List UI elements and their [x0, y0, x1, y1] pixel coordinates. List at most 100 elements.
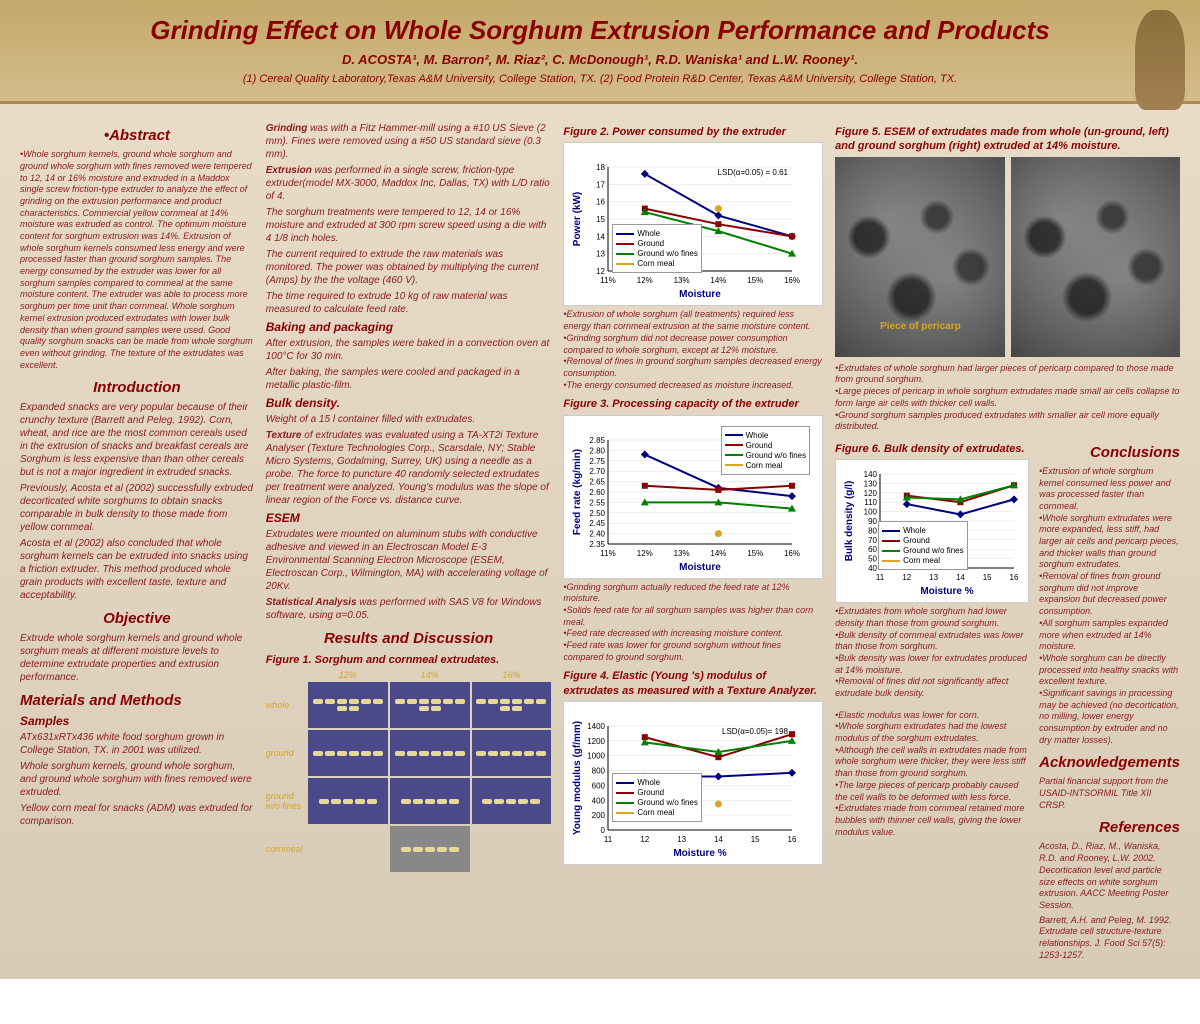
- esem-heading: ESEM: [266, 511, 552, 525]
- svg-text:11%: 11%: [601, 276, 616, 285]
- svg-text:Power (kW): Power (kW): [572, 192, 583, 246]
- svg-text:2.35: 2.35: [590, 540, 606, 549]
- svg-text:16: 16: [597, 198, 606, 207]
- abstract-text: •Whole sorghum kernels, ground whole sor…: [20, 149, 254, 371]
- methods-heading: Materials and Methods: [20, 692, 254, 709]
- fig4-chart: 0200400600800100012001400111213141516Moi…: [563, 701, 823, 865]
- fig3-notes: •Grinding sorghum actually reduced the f…: [563, 582, 823, 664]
- svg-text:140: 140: [864, 470, 878, 479]
- fig2-chart: 1213141516171811%12%13%14%15%16%Moisture…: [563, 142, 823, 306]
- column-4: Figure 5. ESEM of extrudates made from w…: [835, 119, 1180, 964]
- ext-p4: The time required to extrude 10 kg of ra…: [266, 290, 552, 316]
- fig6-title: Figure 6. Bulk density of extrudates.: [835, 442, 1029, 456]
- svg-text:15: 15: [983, 573, 992, 582]
- fig4-title: Figure 4. Elastic (Young 's) modulus of …: [563, 669, 823, 698]
- svg-text:Moisture: Moisture: [680, 289, 722, 299]
- fig2-notes: •Extrusion of whole sorghum (all treatme…: [563, 309, 823, 391]
- svg-text:15%: 15%: [748, 549, 764, 558]
- svg-text:Young modulus (gf/mm): Young modulus (gf/mm): [572, 721, 583, 835]
- poster-body: •Abstract •Whole sorghum kernels, ground…: [0, 104, 1200, 979]
- svg-text:2.80: 2.80: [590, 446, 606, 455]
- extrudate-photo: [308, 778, 388, 824]
- svg-text:16%: 16%: [784, 276, 800, 285]
- svg-text:15: 15: [751, 835, 760, 844]
- svg-text:Moisture %: Moisture %: [674, 848, 727, 858]
- ext-p3: The current required to extrude the raw …: [266, 248, 552, 287]
- svg-text:16: 16: [1010, 573, 1019, 582]
- bake-p2: After baking, the samples were cooled an…: [266, 366, 552, 392]
- extrudate-photo: [308, 730, 388, 776]
- svg-text:50: 50: [868, 555, 877, 564]
- svg-text:1000: 1000: [588, 752, 606, 761]
- extrudate-photo: [390, 730, 470, 776]
- esem-ground-photo: [1011, 157, 1180, 357]
- svg-text:14%: 14%: [711, 549, 727, 558]
- svg-text:12: 12: [597, 267, 606, 276]
- svg-text:Moisture %: Moisture %: [920, 586, 973, 596]
- svg-text:2.75: 2.75: [590, 456, 606, 465]
- svg-text:2.45: 2.45: [590, 519, 606, 528]
- fig1-title: Figure 1. Sorghum and cornmeal extrudate…: [266, 653, 552, 667]
- svg-text:14: 14: [597, 233, 606, 242]
- svg-text:16: 16: [788, 835, 797, 844]
- intro-p1: Expanded snacks are very popular because…: [20, 401, 254, 479]
- svg-text:100: 100: [864, 508, 878, 517]
- svg-text:120: 120: [864, 489, 878, 498]
- bd-text: Weight of a 15 l container filled with e…: [266, 413, 552, 426]
- samples-heading: Samples: [20, 714, 254, 728]
- conclusions-heading: Conclusions: [1039, 444, 1180, 461]
- ref2: Barrett, A.H. and Peleg, M. 1992. Extrud…: [1039, 915, 1180, 962]
- svg-text:0: 0: [601, 826, 606, 835]
- svg-text:Feed rate (kg/min): Feed rate (kg/min): [572, 449, 583, 535]
- svg-text:70: 70: [868, 536, 877, 545]
- sorghum-photo: [1135, 10, 1185, 110]
- svg-text:12%: 12%: [637, 276, 653, 285]
- fig6-chart: 405060708090100110120130140111213141516M…: [835, 459, 1029, 603]
- bake-heading: Baking and packaging: [266, 320, 552, 334]
- svg-text:2.60: 2.60: [590, 488, 606, 497]
- methods-p2: Whole sorghum kernels, ground whole sorg…: [20, 760, 254, 799]
- methods-p1: ATx631xRTx436 white food sorghum grown i…: [20, 731, 254, 757]
- grinding-text: Grinding was with a Fitz Hammer-mill usi…: [266, 122, 552, 161]
- extrudate-photo: [390, 778, 470, 824]
- abstract-heading: •Abstract: [20, 127, 254, 144]
- svg-text:130: 130: [864, 480, 878, 489]
- authors: D. ACOSTA¹, M. Barron², M. Riaz², C. McD…: [20, 52, 1180, 69]
- svg-text:200: 200: [592, 811, 606, 820]
- esem-text: Extrudates were mounted on aluminum stub…: [266, 528, 552, 593]
- svg-text:Moisture: Moisture: [680, 562, 722, 572]
- svg-text:11%: 11%: [601, 549, 616, 558]
- svg-text:12%: 12%: [637, 549, 653, 558]
- svg-text:13%: 13%: [674, 276, 690, 285]
- svg-text:14%: 14%: [711, 276, 727, 285]
- svg-text:17: 17: [597, 181, 606, 190]
- fig2-title: Figure 2. Power consumed by the extruder: [563, 125, 823, 139]
- svg-text:LSD(α=0.05) = 0.61: LSD(α=0.05) = 0.61: [718, 168, 789, 177]
- objective-heading: Objective: [20, 610, 254, 627]
- svg-text:13: 13: [929, 573, 938, 582]
- results-heading: Results and Discussion: [266, 630, 552, 647]
- intro-p3: Acosta et al (2002) also concluded that …: [20, 537, 254, 602]
- svg-text:14: 14: [956, 573, 965, 582]
- svg-text:11: 11: [604, 835, 613, 844]
- fig6-notes: •Extrudates from whole sorghum had lower…: [835, 606, 1029, 700]
- svg-text:2.50: 2.50: [590, 508, 606, 517]
- svg-text:2.70: 2.70: [590, 467, 606, 476]
- svg-text:12: 12: [641, 835, 650, 844]
- svg-text:2.85: 2.85: [590, 436, 606, 445]
- svg-text:2.40: 2.40: [590, 529, 606, 538]
- conclusions-text: •Extrusion of whole sorghum kernel consu…: [1039, 466, 1180, 747]
- extrudate-photo: [390, 826, 470, 872]
- extrudate-photo: [390, 682, 470, 728]
- svg-text:800: 800: [592, 767, 606, 776]
- svg-text:600: 600: [592, 781, 606, 790]
- ref1: Acosta, D., Riaz, M., Waniska, R.D. and …: [1039, 841, 1180, 911]
- svg-text:12: 12: [902, 573, 911, 582]
- methods-p3: Yellow corn meal for snacks (ADM) was ex…: [20, 802, 254, 828]
- extrudate-photo: [472, 730, 552, 776]
- fig1-grid: 12% 14% 16% whole ground ground w/o fine…: [266, 670, 552, 872]
- fig5-notes: •Extrudates of whole sorghum had larger …: [835, 363, 1180, 433]
- refs-heading: References: [1039, 819, 1180, 836]
- intro-p2: Previously, Acosta et al (2002) successf…: [20, 482, 254, 534]
- fig5-images: Piece of pericarp: [835, 157, 1180, 357]
